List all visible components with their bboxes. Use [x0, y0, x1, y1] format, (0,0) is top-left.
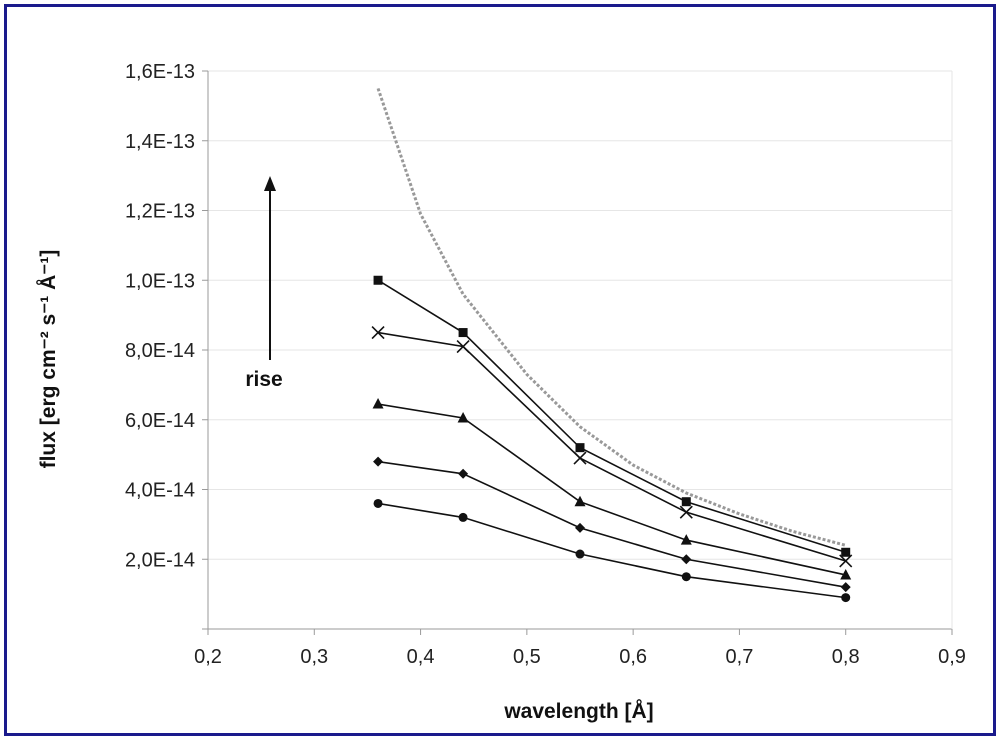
dotted-curve-line: [376, 87, 847, 547]
rise-label: rise: [245, 368, 282, 391]
y-tick-label-1: 4,0E-14: [125, 480, 195, 502]
x-tick-label-4: 0,6: [619, 646, 647, 668]
point-x-2-stroke-b: [573, 451, 587, 465]
data-series: [371, 275, 853, 603]
x-tick-label-7: 0,9: [938, 646, 966, 668]
x-tick-label-5: 0,7: [726, 646, 754, 668]
rise-arrowhead-icon: [264, 176, 276, 191]
point-triangle-3: [680, 534, 692, 545]
flux-chart: 2,0E-14 4,0E-14 6,0E-14 8,0E-14 1,0E-13 1,2E-…: [36, 61, 966, 723]
x-tick-labels: 0,2 0,3 0,4 0,5 0,6 0,7 0,8 0,9: [194, 646, 966, 668]
point-x-0: [371, 325, 385, 340]
point-triangle-2: [574, 495, 586, 507]
point-square-3: [681, 497, 691, 507]
point-circle-0: [373, 498, 383, 508]
series-x: [371, 325, 853, 568]
point-x-3-stroke-b: [679, 505, 693, 519]
point-diamond-0: [373, 456, 384, 467]
point-x-3: [679, 505, 693, 519]
point-diamond-3: [681, 554, 692, 565]
point-x-1-stroke-b: [456, 339, 470, 354]
point-x-4-stroke-b: [839, 554, 853, 568]
y-axis-label: flux [erg cm⁻² s⁻¹ Å⁻¹]: [36, 250, 60, 469]
series-triangle: [372, 398, 852, 580]
series-square: [373, 275, 851, 557]
x-tick-label-0: 0,2: [194, 646, 222, 668]
x-axis-label: wavelength [Å]: [503, 699, 653, 723]
grid-lines: [208, 70, 952, 560]
point-circle-4: [841, 593, 851, 603]
point-x-0-stroke-b: [371, 325, 385, 340]
point-triangle-0: [372, 398, 384, 409]
series-line-circle: [377, 502, 846, 599]
x-tick-label-1: 0,3: [300, 646, 328, 668]
point-square-1: [458, 328, 468, 338]
rise-annotation: rise: [245, 176, 283, 391]
y-tick-label-6: 1,4E-13: [125, 131, 195, 153]
point-circle-1: [458, 512, 468, 522]
axes: [202, 70, 953, 635]
y-tick-label-7: 1,6E-13: [125, 61, 195, 83]
series-circle: [373, 498, 851, 603]
point-circle-2: [575, 549, 585, 559]
point-diamond-1: [458, 468, 469, 479]
chart-frame: 2,0E-14 4,0E-14 6,0E-14 8,0E-14 1,0E-13 1,2E-…: [4, 4, 996, 736]
y-tick-labels: 2,0E-14 4,0E-14 6,0E-14 8,0E-14 1,0E-13 1,2E-…: [125, 61, 195, 571]
point-diamond-2: [575, 522, 585, 533]
y-tick-label-5: 1,2E-13: [125, 201, 195, 223]
point-triangle-4: [840, 568, 852, 580]
point-x-2: [573, 451, 587, 465]
y-tick-label-3: 8,0E-14: [125, 340, 195, 362]
series-diamond: [373, 456, 851, 593]
dotted-curve: [376, 87, 847, 547]
point-square-2: [575, 443, 585, 453]
point-x-4: [839, 554, 853, 568]
point-circle-3: [681, 572, 691, 582]
point-x-1: [456, 339, 470, 354]
y-tick-label-0: 2,0E-14: [125, 549, 195, 571]
point-triangle-1: [457, 412, 469, 423]
y-tick-label-2: 6,0E-14: [125, 410, 195, 432]
y-tick-label-4: 1,0E-13: [125, 270, 195, 292]
x-tick-label-6: 0,8: [832, 646, 860, 668]
point-square-4: [841, 547, 851, 557]
point-square-0: [373, 275, 383, 285]
point-diamond-4: [840, 582, 851, 593]
x-tick-label-2: 0,4: [407, 646, 435, 668]
x-tick-label-3: 0,5: [513, 646, 541, 668]
